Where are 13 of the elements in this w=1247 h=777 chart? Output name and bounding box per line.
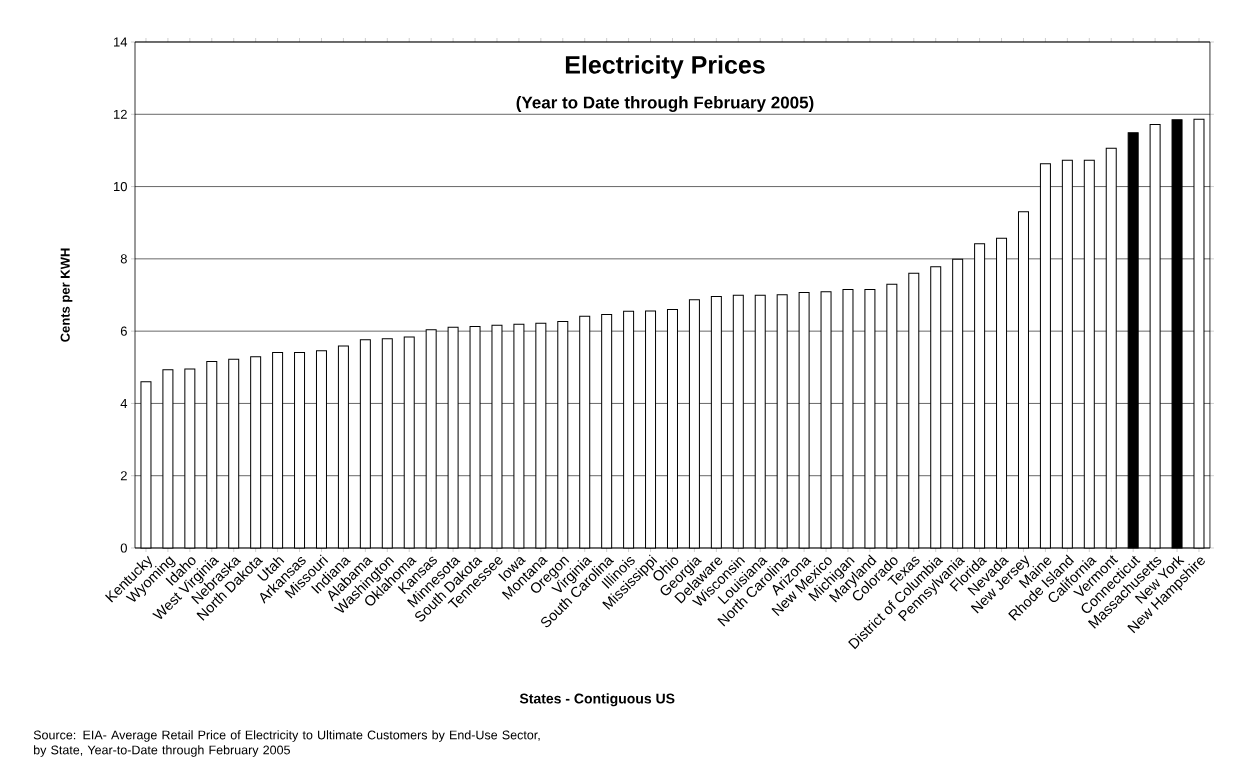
y-tick-label: 10 [114,181,127,192]
y-tick-label: 4 [120,398,128,408]
x-axis-title: States - Contiguous US [519,693,675,707]
y-tick-label: 14 [114,37,128,47]
y-tick-label: 2 [120,471,127,481]
source-note: Source: EIA- Average Retail Price of Electricity to Ultimate Customers by End-Use Sector, by State, Year-to-Date through February 2005 [33,730,540,757]
y-tick-label: 8 [120,254,127,264]
y-tick-label: 6 [120,326,127,336]
text: (Year to Date through February 2005) [516,96,814,112]
y-axis-title: Cents per KWH [60,248,73,342]
y-tick-label: 0 [120,543,127,553]
y-tick-label: 12 [114,109,127,119]
chart-title: Electricity Prices [565,55,765,79]
